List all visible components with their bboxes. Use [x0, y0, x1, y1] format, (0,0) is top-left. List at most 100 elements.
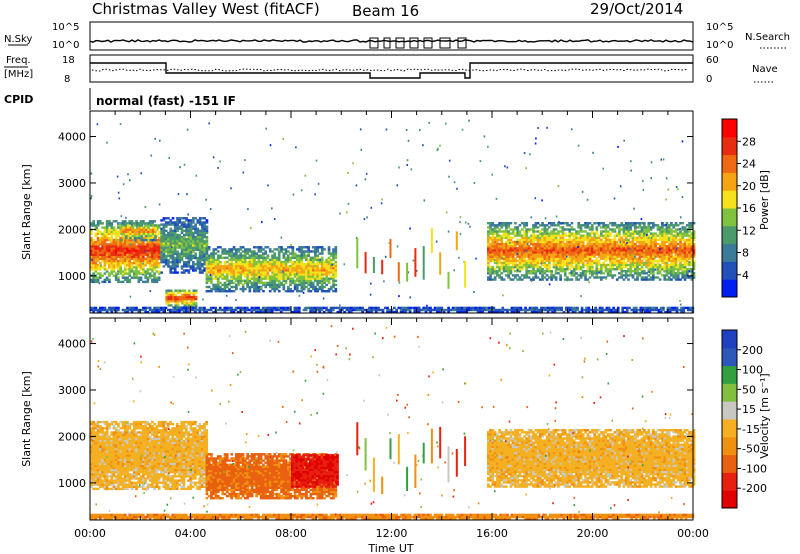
heatmap-cell [160, 252, 163, 255]
heatmap-cell [536, 222, 540, 225]
heatmap-cell [676, 268, 680, 271]
heatmap-cell [237, 254, 240, 257]
heatmap-cell [516, 238, 520, 242]
heatmap-cell [516, 226, 520, 229]
heatmap-cell [543, 257, 547, 260]
heatmap-cell [609, 257, 612, 260]
heatmap-cell [687, 308, 690, 312]
heatmap-cell [275, 264, 279, 268]
heatmap-cell [96, 249, 100, 252]
heatmap-cell [572, 259, 576, 262]
heatmap-cell [545, 249, 549, 252]
heatmap-cell [606, 226, 610, 229]
heatmap-cell [178, 256, 182, 260]
heatmap-cell [169, 310, 172, 314]
heatmap-cell [625, 308, 629, 312]
heatmap-cell [532, 226, 535, 229]
heatmap-cell [684, 306, 688, 310]
heatmap-cell [235, 254, 238, 257]
heatmap-cell [259, 308, 263, 312]
heatmap-cell [658, 255, 662, 258]
heatmap-cell [323, 290, 326, 293]
heatmap-cell [545, 278, 549, 281]
heatmap-cell [532, 228, 535, 231]
heatmap-cell [151, 266, 154, 269]
heatmap-cell [151, 220, 154, 223]
heatmap-cell [314, 258, 317, 262]
heatmap-cell [259, 248, 263, 251]
heatmap-cell [523, 247, 526, 250]
heatmap-cell [543, 253, 547, 256]
heatmap-cell [300, 271, 304, 274]
heatmap-cell [94, 276, 98, 279]
heatmap-cell [665, 234, 669, 237]
heatmap-cell [379, 308, 383, 312]
heatmap-cell [316, 248, 320, 251]
heatmap-cell [323, 260, 326, 264]
heatmap-cell [173, 261, 177, 264]
heatmap-cell [148, 243, 152, 246]
heatmap-cell [518, 242, 522, 246]
heatmap-cell [498, 268, 501, 271]
heatmap-cell [128, 268, 132, 271]
heatmap-cell [101, 280, 104, 284]
heatmap-cell [476, 306, 480, 310]
heatmap-cell [647, 257, 651, 260]
heatmap-cell [129, 226, 132, 229]
heatmap-cell [239, 254, 243, 257]
heatmap-cell [507, 247, 510, 250]
heatmap-cell [665, 278, 669, 281]
heatmap-cell [431, 308, 435, 312]
heatmap-cell [507, 259, 510, 262]
heatmap-cell [595, 259, 599, 262]
heatmap-cell [230, 254, 234, 257]
heatmap-cell [646, 310, 649, 314]
heatmap-cell [607, 306, 611, 310]
heatmap-cell [591, 242, 594, 246]
heatmap-cell [314, 248, 317, 251]
heatmap-cell [216, 256, 220, 259]
heatmap-cell [257, 254, 261, 257]
heatmap-cell [679, 265, 682, 269]
heatmap-cell [620, 245, 624, 248]
heatmap-cell [133, 238, 137, 242]
heatmap-cell [514, 232, 517, 235]
heatmap-cell [656, 247, 660, 250]
heatmap-cell [325, 290, 329, 293]
heatmap-cell [183, 269, 186, 272]
heatmap-cell [198, 250, 202, 253]
heatmap-cell [534, 236, 538, 239]
heatmap-cell [584, 226, 587, 229]
heatmap-cell [557, 259, 560, 262]
heatmap-cell [105, 310, 109, 314]
heatmap-cell [572, 274, 576, 277]
heatmap-cell [196, 235, 200, 239]
heatmap-cell [120, 238, 123, 242]
heatmap-cell [108, 228, 111, 231]
heatmap-cell [176, 246, 179, 249]
heatmap-cell [643, 222, 646, 225]
heatmap-cell [174, 295, 178, 299]
heatmap-cell [665, 259, 669, 262]
heatmap-cell [117, 280, 120, 284]
heatmap-cell [167, 302, 171, 305]
heatmap-cell [207, 267, 211, 270]
heatmap-cell [627, 274, 630, 277]
heatmap-cell [139, 276, 143, 279]
heatmap-cell [586, 259, 590, 262]
heatmap-cell [643, 261, 646, 265]
heatmap-cell [652, 222, 655, 225]
heatmap-cell [191, 306, 195, 310]
heatmap-cell [232, 267, 236, 270]
heatmap-cell [345, 308, 349, 312]
heatmap-cell [300, 264, 304, 268]
heatmap-cell [505, 249, 508, 252]
heatmap-cell [99, 230, 102, 233]
heatmap-cell [536, 268, 540, 271]
heatmap-cell [581, 261, 585, 265]
heatmap-cell [198, 235, 202, 239]
heatmap-cell [103, 255, 107, 259]
heatmap-cell [108, 261, 111, 265]
heatmap-cell [543, 249, 547, 252]
heatmap-cell [280, 264, 283, 268]
